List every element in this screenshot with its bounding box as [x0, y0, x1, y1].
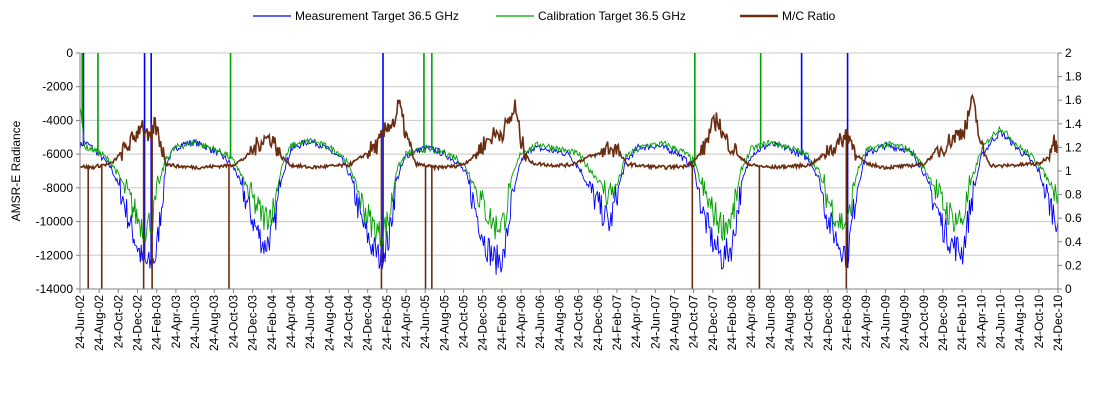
y2-tick-label: 1.6 — [1065, 93, 1082, 107]
x-tick-label: 24-Aug-02 — [92, 295, 106, 351]
y2-tick-label: 0 — [1065, 282, 1072, 296]
x-tick-label: 24-Feb-08 — [725, 295, 739, 351]
x-tick-label: 24-Jun-03 — [188, 295, 202, 349]
y-tick-label: -6000 — [42, 147, 73, 161]
x-tick-label: 24-Feb-04 — [265, 295, 279, 351]
x-tick-label: 24-Aug-03 — [207, 295, 221, 351]
x-tick-label: 24-Aug-05 — [437, 295, 451, 351]
x-tick-label: 24-Dec-09 — [936, 295, 950, 351]
legend-label: M/C Ratio — [782, 9, 836, 23]
x-tick-label: 24-Apr-06 — [514, 295, 528, 349]
series-line-1 — [79, 107, 1059, 247]
x-tick-label: 24-Aug-04 — [322, 295, 336, 351]
x-tick-label: 24-Aug-06 — [552, 295, 566, 351]
series-line-0 — [79, 130, 1059, 275]
x-tick-label: 24-Feb-05 — [380, 295, 394, 351]
x-tick-label: 24-Jun-05 — [418, 295, 432, 349]
y-tick-label: -10000 — [36, 215, 74, 229]
legend-item-2: M/C Ratio — [740, 9, 836, 23]
x-tick-label: 24-Dec-04 — [361, 295, 375, 351]
x-tick-label: 24-Dec-03 — [246, 295, 260, 351]
x-tick-label: 24-Oct-06 — [572, 295, 586, 349]
x-tick-label: 24-Dec-06 — [591, 295, 605, 351]
y-tick-label: -12000 — [36, 248, 74, 262]
x-tick-label: 24-Oct-04 — [341, 295, 355, 349]
legend-item-1: Calibration Target 36.5 GHz — [496, 9, 686, 23]
axes — [79, 53, 1059, 290]
x-tick-label: 24-Feb-06 — [495, 295, 509, 351]
y-axis-right-ticks: 2 1.8 1.6 1.4 1.2 1 0.8 0.6 0.4 0.2 0 — [1058, 46, 1082, 296]
y2-tick-label: 0.8 — [1065, 188, 1082, 202]
x-tick-label: 24-Oct-07 — [687, 295, 701, 349]
x-tick-label: 24-Jun-04 — [303, 295, 317, 349]
x-tick-label: 24-Oct-08 — [802, 295, 816, 349]
y-axis-left-ticks: 0 -2000 -4000 -6000 -8000 -10000 -12000 -14000 — [36, 46, 80, 296]
x-tick-label: 24-Jun-06 — [533, 295, 547, 349]
x-tick-label: 24-Feb-10 — [955, 295, 969, 351]
legend-label: Measurement Target 36.5 GHz — [295, 9, 459, 23]
y-tick-label: -2000 — [42, 80, 73, 94]
x-tick-label: 24-Aug-10 — [1013, 295, 1027, 351]
y-tick-label: -8000 — [42, 181, 73, 195]
x-tick-label: 24-Oct-09 — [917, 295, 931, 349]
x-tick-label: 24-Feb-07 — [610, 295, 624, 351]
legend: Measurement Target 36.5 GHz Calibration T… — [253, 9, 836, 23]
x-tick-label: 24-Dec-07 — [706, 295, 720, 351]
x-tick-label: 24-Dec-08 — [821, 295, 835, 351]
legend-item-0: Measurement Target 36.5 GHz — [253, 9, 459, 23]
series-layer — [79, 53, 1059, 289]
y2-tick-label: 1.4 — [1065, 117, 1082, 131]
x-tick-label: 24-Dec-02 — [131, 295, 145, 351]
y-tick-label: -14000 — [36, 282, 74, 296]
y2-tick-label: 1.2 — [1065, 140, 1082, 154]
x-tick-label: 24-Feb-09 — [840, 295, 854, 351]
x-tick-label: 24-Apr-10 — [974, 295, 988, 349]
x-tick-label: 24-Jun-02 — [73, 295, 87, 349]
y2-tick-label: 0.2 — [1065, 258, 1082, 272]
y2-tick-label: 0.6 — [1065, 211, 1082, 225]
gridlines — [80, 52, 1058, 290]
x-tick-label: 24-Apr-05 — [399, 295, 413, 349]
y-tick-label: -4000 — [42, 113, 73, 127]
x-tick-label: 24-Aug-08 — [783, 295, 797, 351]
x-tick-label: 24-Jun-09 — [878, 295, 892, 349]
x-tick-label: 24-Oct-10 — [1032, 295, 1046, 349]
x-tick-label: 24-Apr-07 — [629, 295, 643, 349]
series-line-2 — [79, 93, 1059, 172]
x-tick-label: 24-Dec-10 — [1051, 295, 1065, 351]
y-tick-label: 0 — [66, 46, 73, 60]
x-tick-label: 24-Apr-03 — [169, 295, 183, 349]
y2-tick-label: 2 — [1065, 46, 1072, 60]
x-tick-label: 24-Apr-04 — [284, 295, 298, 349]
y2-tick-label: 1 — [1065, 164, 1072, 178]
x-axis-ticks: 24-Jun-02 24-Aug-02 24-Oct-02 24-Dec-02 24-F… — [73, 289, 1065, 351]
x-tick-label: 24-Jun-10 — [993, 295, 1007, 349]
y-axis-title: AMSR-E Radiance — [9, 120, 23, 221]
y2-tick-label: 0.4 — [1065, 235, 1082, 249]
x-tick-label: 24-Jun-08 — [763, 295, 777, 349]
x-tick-label: 24-Jun-07 — [648, 295, 662, 349]
x-tick-label: 24-Dec-05 — [476, 295, 490, 351]
x-tick-label: 24-Oct-05 — [457, 295, 471, 349]
x-tick-label: 24-Oct-02 — [111, 295, 125, 349]
x-tick-label: 24-Apr-09 — [859, 295, 873, 349]
x-tick-label: 24-Apr-08 — [744, 295, 758, 349]
x-tick-label: 24-Aug-09 — [898, 295, 912, 351]
x-tick-label: 24-Aug-07 — [667, 295, 681, 351]
y2-tick-label: 1.8 — [1065, 70, 1082, 84]
x-tick-label: 24-Oct-03 — [226, 295, 240, 349]
x-tick-label: 24-Feb-03 — [150, 295, 164, 351]
legend-label: Calibration Target 36.5 GHz — [538, 9, 686, 23]
